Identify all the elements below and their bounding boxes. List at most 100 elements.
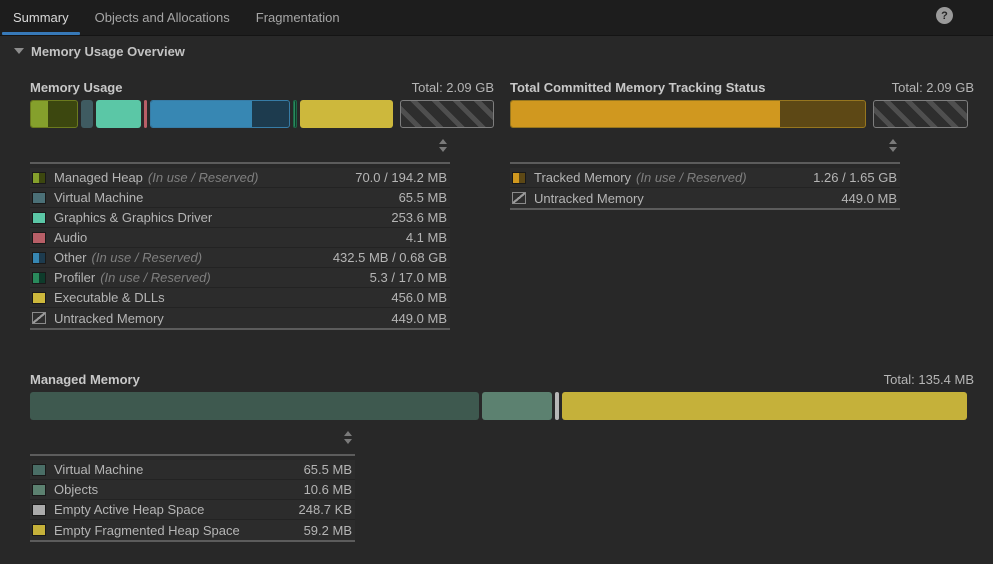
- legend-label: Empty Fragmented Heap Space: [54, 522, 240, 538]
- bar-segment-tracked-memory-in-use: [511, 101, 781, 127]
- legend-value: 456.0 MB: [391, 290, 447, 305]
- memory-usage-panel: Memory Usage Total: 2.09 GB Managed Heap…: [30, 80, 494, 330]
- tab-summary[interactable]: Summary: [0, 0, 82, 35]
- color-swatch-icon: [32, 503, 46, 516]
- legend-value: 59.2 MB: [303, 522, 352, 538]
- tracking-status-title: Total Committed Memory Tracking Status: [510, 80, 766, 95]
- color-swatch-icon: [512, 192, 526, 204]
- tab-objects-and-allocations[interactable]: Objects and Allocations: [94, 10, 230, 25]
- legend-value: 1.26 / 1.65 GB: [813, 170, 897, 185]
- legend-row-virtual-machine: Virtual Machine 65.5 MB: [30, 460, 355, 480]
- bar-segment-virtual-machine[interactable]: [30, 392, 480, 420]
- tab-strip: Summary Objects and Allocations Fragmentat…: [0, 0, 353, 35]
- bar-segment-profiler[interactable]: [293, 100, 298, 128]
- legend-label: Untracked Memory: [54, 310, 164, 326]
- legend-label: Virtual Machine: [54, 190, 144, 205]
- color-swatch-icon: [32, 231, 46, 244]
- legend-row-empty-active-heap-space: Empty Active Heap Space 248.7 KB: [30, 500, 355, 520]
- legend-row-managed-heap: Managed Heap (In use / Reserved) 70.0 / 19…: [30, 168, 450, 188]
- legend-label: Executable & DLLs: [54, 290, 165, 305]
- legend-resize-handle[interactable]: [439, 138, 447, 152]
- bar-segment-other-in-use: [151, 101, 253, 127]
- tab-fragmentation[interactable]: Fragmentation: [255, 10, 340, 25]
- bar-segment-virtual-machine[interactable]: [80, 100, 93, 128]
- bar-segment-untracked-memory[interactable]: [873, 100, 968, 128]
- legend-value: 5.3 / 17.0 MB: [369, 270, 447, 285]
- color-swatch-icon: [32, 211, 46, 224]
- legend-label: Other: [54, 250, 87, 265]
- legend-value: 65.5 MB: [303, 462, 352, 477]
- color-swatch-icon: [512, 171, 526, 184]
- color-swatch-icon: [32, 483, 46, 496]
- legend-label: Profiler: [54, 270, 96, 285]
- legend-label: Empty Active Heap Space: [54, 502, 205, 517]
- legend-row-other: Other (In use / Reserved) 432.5 MB / 0.68 …: [30, 248, 450, 268]
- legend-value: 449.0 MB: [391, 310, 447, 326]
- memory-usage-bar: [30, 100, 494, 128]
- legend-label: Graphics & Graphics Driver: [54, 210, 213, 225]
- foldout-triangle-icon: [14, 48, 24, 54]
- tracking-status-panel: Total Committed Memory Tracking Status T…: [510, 80, 974, 330]
- bar-segment-untracked-memory[interactable]: [399, 100, 494, 128]
- color-swatch-icon: [32, 171, 46, 184]
- legend-value: 65.5 MB: [398, 190, 447, 205]
- memory-usage-total: Total: 2.09 GB: [411, 80, 494, 95]
- chevron-down-icon: [439, 146, 447, 152]
- bar-segment-managed-heap[interactable]: [30, 100, 78, 128]
- legend-value: 70.0 / 194.2 MB: [355, 170, 447, 185]
- managed-memory-bar: [30, 392, 974, 420]
- tracking-status-legend: Tracked Memory (In use / Reserved) 1.26 / …: [510, 162, 900, 210]
- bar-segment-managed-heap-in-use: [31, 101, 48, 127]
- legend-value: 248.7 KB: [298, 502, 353, 517]
- bar-segment-other[interactable]: [150, 100, 291, 128]
- color-swatch-icon: [32, 463, 46, 476]
- bar-segment-empty-active-heap-space[interactable]: [555, 392, 559, 420]
- memory-usage-legend: Managed Heap (In use / Reserved) 70.0 / 19…: [30, 162, 450, 330]
- legend-resize-handle[interactable]: [889, 138, 897, 152]
- legend-label: Objects: [54, 482, 99, 497]
- bar-segment-tracked-memory[interactable]: [510, 100, 867, 128]
- legend-note: (In use / Reserved): [636, 170, 747, 185]
- legend-label: Virtual Machine: [54, 462, 144, 477]
- bar-segment-graphics-and-graphics-driver[interactable]: [95, 100, 141, 128]
- legend-row-tracked-memory: Tracked Memory (In use / Reserved) 1.26 / …: [510, 168, 900, 188]
- summary-content: Memory Usage Total: 2.09 GB Managed Heap…: [0, 66, 993, 542]
- chevron-up-icon: [439, 138, 447, 144]
- bar-segment-profiler-in-use: [294, 101, 296, 127]
- legend-note: (In use / Reserved): [147, 170, 259, 185]
- bar-segment-executable-and-dlls[interactable]: [300, 100, 393, 128]
- legend-value: 253.6 MB: [391, 210, 447, 225]
- legend-label: Tracked Memory: [534, 170, 632, 185]
- memory-usage-overview-foldout[interactable]: Memory Usage Overview: [0, 36, 993, 66]
- legend-row-objects: Objects 10.6 MB: [30, 480, 355, 500]
- bar-segment-objects[interactable]: [482, 392, 553, 420]
- tracking-status-total: Total: 2.09 GB: [891, 80, 974, 95]
- chevron-up-icon: [889, 138, 897, 144]
- legend-label: Managed Heap: [54, 170, 143, 185]
- legend-label: Audio: [54, 230, 88, 245]
- legend-note: (In use / Reserved): [91, 250, 203, 265]
- managed-memory-total: Total: 135.4 MB: [883, 372, 974, 387]
- help-icon[interactable]: ?: [936, 7, 953, 24]
- managed-memory-title: Managed Memory: [30, 372, 140, 387]
- legend-resize-handle[interactable]: [344, 430, 352, 444]
- legend-row-graphics-graphics-driver: Graphics & Graphics Driver 253.6 MB: [30, 208, 450, 228]
- chevron-down-icon: [344, 438, 352, 444]
- legend-note: (In use / Reserved): [100, 270, 211, 285]
- color-swatch-icon: [32, 524, 46, 536]
- color-swatch-icon: [32, 271, 46, 284]
- managed-memory-panel: Managed Memory Total: 135.4 MB Virtual M…: [30, 372, 974, 542]
- section-title: Memory Usage Overview: [31, 43, 185, 59]
- legend-row-audio: Audio 4.1 MB: [30, 228, 450, 248]
- bar-segment-audio[interactable]: [143, 100, 147, 128]
- legend-value: 4.1 MB: [405, 230, 447, 245]
- legend-value: 432.5 MB / 0.68 GB: [332, 250, 447, 265]
- color-swatch-icon: [32, 312, 46, 324]
- legend-row-untracked-memory: Untracked Memory 449.0 MB: [510, 188, 900, 208]
- color-swatch-icon: [32, 251, 46, 264]
- color-swatch-icon: [32, 291, 46, 304]
- legend-value: 449.0 MB: [841, 190, 897, 206]
- bar-segment-empty-fragmented-heap-space[interactable]: [561, 392, 967, 420]
- legend-row-profiler: Profiler (In use / Reserved) 5.3 / 17.0 MB: [30, 268, 450, 288]
- memory-usage-title: Memory Usage: [30, 80, 123, 95]
